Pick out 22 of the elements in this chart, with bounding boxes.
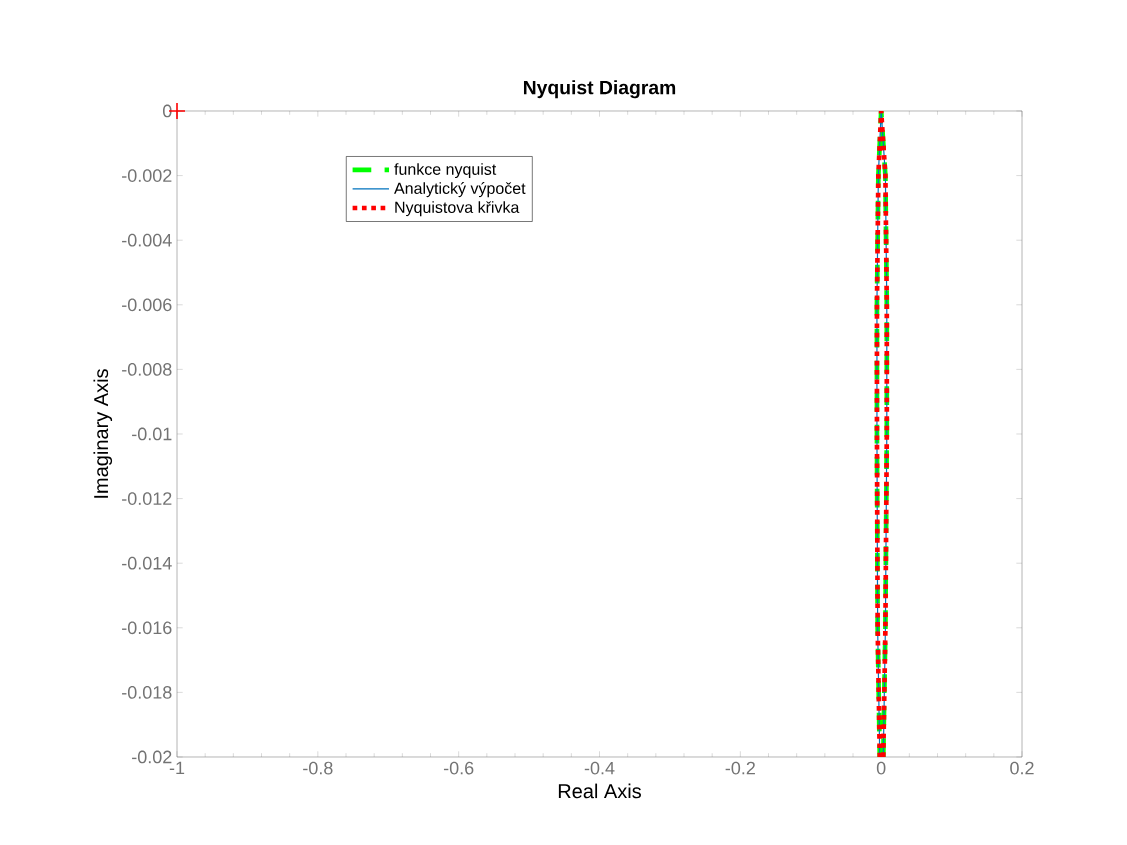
y-tick-label: -0.004	[122, 233, 172, 247]
legend-label: Analytický výpočet	[394, 182, 526, 198]
legend-label: Nyquistova křivka	[395, 201, 520, 217]
y-tick-label: -0.002	[122, 169, 172, 182]
y-tick-label: -0.018	[122, 686, 172, 699]
x-tick-label: 0.2	[1010, 761, 1034, 775]
x-tick-label: -0.8	[303, 761, 333, 775]
chart-title: Nyquist Diagram	[523, 80, 676, 99]
x-tick-label: -0.6	[443, 761, 474, 775]
y-axis-title: Imaginary Axis	[93, 369, 113, 498]
x-tick-label: 0	[876, 761, 886, 775]
y-tick-label: -0.012	[122, 492, 172, 505]
x-tick-label: -0.4	[584, 761, 615, 775]
x-axis-title: Real Axis	[558, 783, 641, 799]
y-tick-label: -0.008	[122, 363, 172, 376]
y-tick-label: -0.01	[132, 427, 172, 441]
y-tick-label: 0	[163, 104, 172, 118]
y-tick-label: -0.006	[122, 298, 172, 312]
y-tick-label: -0.016	[122, 621, 172, 635]
x-tick-label: -0.2	[725, 761, 755, 775]
y-tick-label: -0.014	[122, 556, 172, 570]
legend-label: funkce nyquist	[394, 163, 497, 179]
